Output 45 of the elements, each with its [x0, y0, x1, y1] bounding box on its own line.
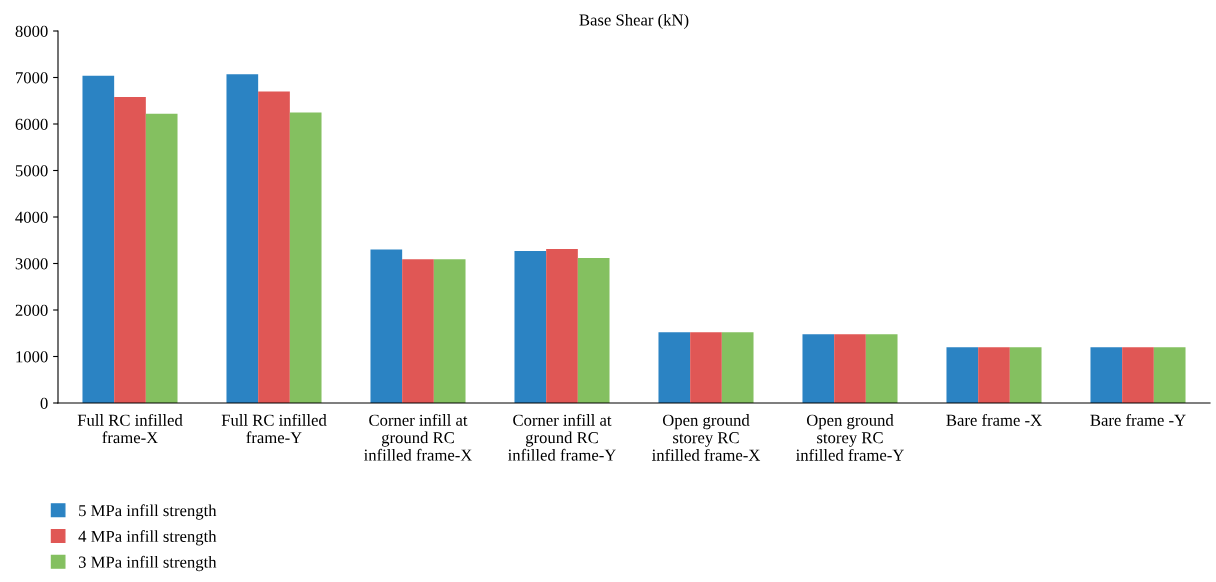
- bar: [514, 250, 547, 403]
- y-tick-label: 3000: [15, 258, 48, 270]
- bar: [865, 334, 898, 403]
- y-tick-label: 7000: [16, 72, 48, 84]
- bar: [658, 332, 691, 403]
- bar: [114, 97, 146, 403]
- bar: [546, 249, 578, 403]
- bar: [978, 347, 1010, 403]
- bar: [577, 257, 610, 403]
- legend-label: 3 MPa infill strength: [78, 555, 217, 572]
- y-tick-label: 4000: [15, 211, 48, 223]
- x-tick-label: Open ground storey RC infilled frame-X: [651, 414, 761, 461]
- x-tick-label: Full RC infilled frame-X: [77, 413, 183, 444]
- y-tick-label: 6000: [15, 118, 48, 130]
- bar: [1009, 347, 1042, 403]
- x-tick-label: Full RC infilled frame-Y: [221, 413, 327, 444]
- x-tick-label: Bare frame -X: [946, 413, 1042, 426]
- bar: [1090, 347, 1123, 403]
- bar: [402, 259, 434, 403]
- bar: [258, 91, 290, 403]
- bar: [433, 259, 466, 403]
- bar: [721, 332, 754, 403]
- bar: [1153, 347, 1186, 403]
- y-tick-label: 5000: [15, 165, 48, 177]
- y-tick-label: 8000: [15, 25, 48, 37]
- chart-title: Base Shear (kN): [579, 13, 689, 29]
- y-tick-label: 2000: [15, 304, 48, 316]
- bar: [145, 113, 178, 403]
- x-tick-label: Bare frame -Y: [1090, 413, 1186, 426]
- bar: [226, 74, 259, 403]
- bar: [370, 249, 403, 403]
- bar: [946, 347, 979, 403]
- x-tick-label: Corner infill at ground RC infilled frame-Y: [507, 413, 616, 461]
- bar: [82, 75, 115, 403]
- x-tick-label: Corner infill at ground RC infilled frame-X: [363, 413, 473, 461]
- bar: [289, 112, 322, 403]
- bar: [834, 334, 866, 403]
- legend-label: 4 MPa infill strength: [78, 530, 217, 546]
- bar: [690, 332, 722, 403]
- bar: [1122, 347, 1154, 403]
- legend-label: 5 MPa infill strength: [79, 504, 217, 520]
- x-tick-label: Open ground storey RC infilled frame-Y: [795, 414, 904, 461]
- bar: [802, 334, 835, 403]
- y-tick-label: 0: [40, 397, 48, 409]
- y-tick-label: 1000: [16, 351, 48, 363]
